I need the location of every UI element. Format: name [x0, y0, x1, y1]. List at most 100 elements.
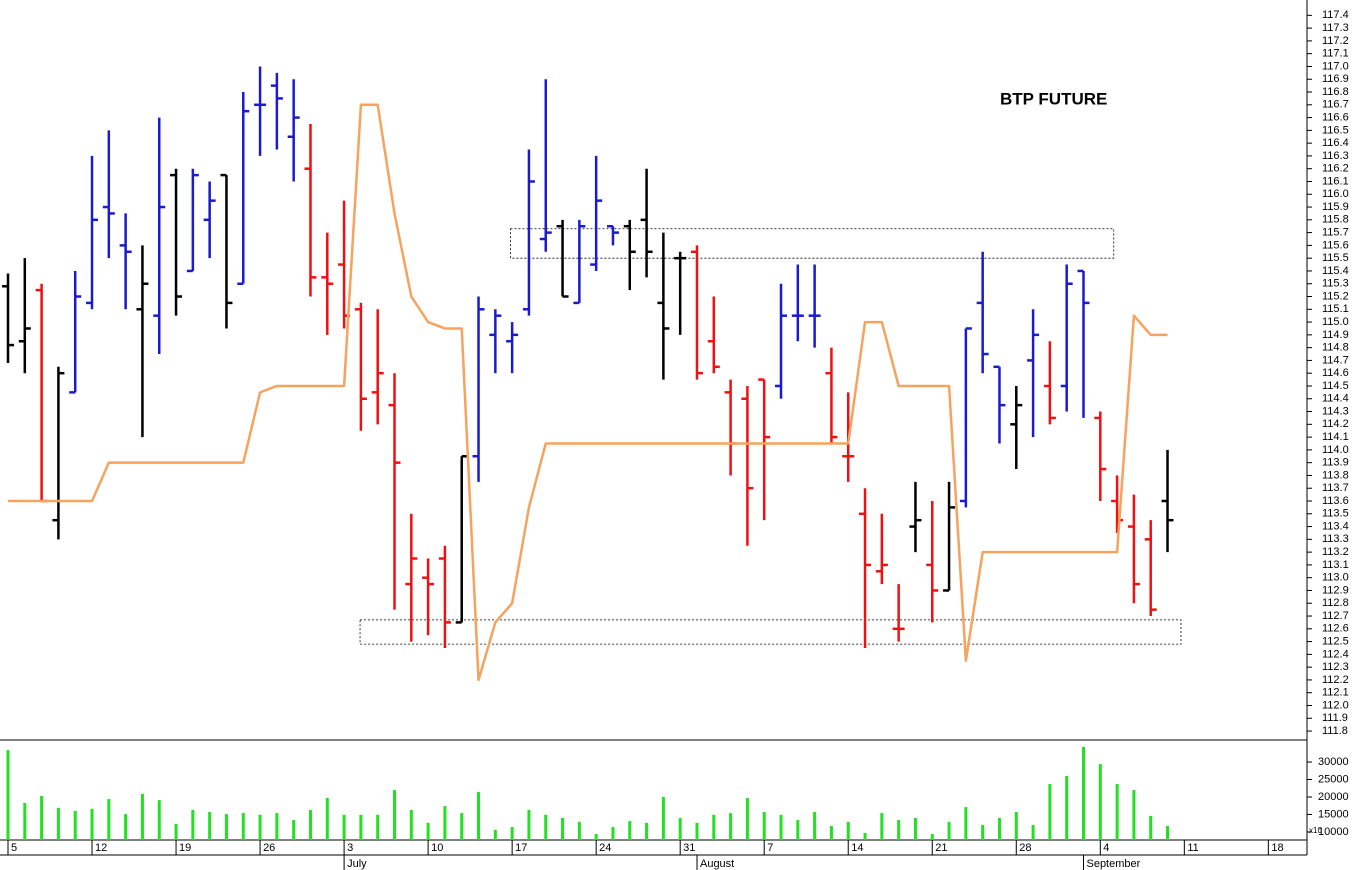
- y-tick-label: 113.1: [1322, 559, 1349, 571]
- volume-bar: [863, 833, 867, 840]
- month-label: July: [347, 858, 367, 870]
- volume-bar: [157, 800, 161, 840]
- y-tick-label: 112.7: [1322, 610, 1349, 622]
- volume-bar: [241, 813, 245, 840]
- volume-bar: [813, 812, 817, 840]
- volume-bar: [796, 820, 800, 840]
- x-tick-label: 10: [431, 842, 443, 854]
- volume-bar: [325, 798, 329, 840]
- x-tick-label: 5: [11, 842, 17, 854]
- y-tick-label: 113.0: [1322, 572, 1349, 584]
- y-tick-label: 117.2: [1322, 35, 1349, 47]
- y-tick-label: 115.0: [1322, 316, 1349, 328]
- volume-bar: [964, 807, 968, 840]
- volume-bar: [1149, 815, 1153, 840]
- axis-note: x10: [1309, 826, 1322, 835]
- x-tick-label: 18: [1271, 842, 1283, 854]
- volume-bar: [342, 814, 346, 840]
- y-tick-label: 114.5: [1322, 380, 1349, 392]
- volume-bar: [1115, 784, 1119, 840]
- volume-bar: [897, 820, 901, 840]
- x-tick-label: 11: [1187, 842, 1198, 854]
- volume-bar: [947, 821, 951, 840]
- volume-bar: [661, 796, 665, 840]
- month-label: August: [700, 858, 734, 870]
- y-tick-label: 30000: [1318, 756, 1349, 768]
- volume-bar: [527, 809, 531, 840]
- y-tick-label: 116.9: [1322, 73, 1349, 85]
- volume-bar: [124, 814, 128, 840]
- y-tick-label: 112.2: [1322, 674, 1349, 686]
- volume-bar: [1014, 812, 1018, 840]
- y-tick-label: 20000: [1318, 791, 1349, 803]
- y-tick-label: 116.7: [1322, 99, 1349, 111]
- zone: [510, 228, 1115, 259]
- volume-bar: [846, 821, 850, 840]
- volume-bar: [729, 813, 733, 840]
- volume-bar: [107, 799, 111, 840]
- volume-bar: [712, 814, 716, 840]
- volume-bar: [308, 809, 312, 840]
- y-tick-label: 115.3: [1322, 278, 1349, 290]
- volume-bar: [695, 822, 699, 840]
- volume-bar: [913, 817, 917, 840]
- y-tick-label: 111.8: [1322, 725, 1348, 737]
- x-tick-label: 4: [1103, 842, 1109, 854]
- y-tick-label: 113.7: [1322, 482, 1349, 494]
- y-tick-label: 115.4: [1322, 265, 1349, 277]
- volume-bar: [275, 813, 279, 840]
- volume-bar: [762, 812, 766, 840]
- volume-bar: [477, 792, 481, 840]
- volume-bar: [359, 814, 363, 840]
- volume-bar: [829, 826, 833, 840]
- y-tick-label: 114.2: [1322, 418, 1349, 430]
- y-tick-label: 112.8: [1322, 597, 1349, 609]
- volume-bar: [493, 829, 497, 840]
- y-tick-label: 113.6: [1322, 495, 1349, 507]
- y-tick-label: 112.4: [1322, 648, 1349, 660]
- volume-bar: [191, 809, 195, 840]
- x-tick-label: 17: [515, 842, 527, 854]
- volume-bar: [1098, 764, 1102, 840]
- volume-bar: [73, 810, 77, 840]
- volume-bar: [611, 827, 615, 840]
- volume-bar: [997, 817, 1001, 840]
- y-tick-label: 115.8: [1322, 214, 1349, 226]
- volume-bar: [208, 812, 212, 840]
- y-tick-label: 114.8: [1322, 342, 1349, 354]
- y-tick-label: 112.0: [1322, 699, 1349, 711]
- x-tick-label: 19: [179, 842, 191, 854]
- volume-bar: [930, 834, 934, 840]
- x-tick-label: 12: [95, 842, 107, 854]
- volume-bar: [577, 821, 581, 840]
- y-tick-label: 112.1: [1322, 687, 1349, 699]
- volume-bar: [224, 814, 228, 840]
- volume-bar: [628, 821, 632, 840]
- y-tick-label: 113.5: [1322, 508, 1349, 520]
- y-tick-label: 116.8: [1322, 86, 1349, 98]
- volume-bar: [460, 813, 464, 840]
- volume-bar: [6, 750, 10, 840]
- volume-bar: [56, 807, 60, 840]
- volume-bar: [426, 822, 430, 840]
- x-tick-label: 24: [599, 842, 611, 854]
- y-tick-label: 113.9: [1322, 457, 1349, 469]
- y-tick-label: 112.6: [1322, 623, 1349, 635]
- y-tick-label: 115.9: [1322, 201, 1349, 213]
- volume-bar: [779, 814, 783, 840]
- x-tick-label: 7: [767, 842, 773, 854]
- y-tick-label: 15000: [1318, 808, 1349, 820]
- volume-bar: [443, 806, 447, 840]
- volume-bar: [1132, 790, 1136, 840]
- y-tick-label: 117.1: [1322, 48, 1349, 60]
- y-tick-label: 116.3: [1322, 150, 1349, 162]
- volume-bar: [1166, 826, 1170, 840]
- y-tick-label: 10000: [1318, 826, 1349, 838]
- volume-bar: [174, 823, 178, 840]
- zone: [359, 619, 1182, 645]
- y-tick-label: 116.5: [1322, 124, 1349, 136]
- volume-bar: [544, 814, 548, 840]
- y-tick-label: 117.4: [1322, 9, 1349, 21]
- volume-bar: [292, 820, 296, 840]
